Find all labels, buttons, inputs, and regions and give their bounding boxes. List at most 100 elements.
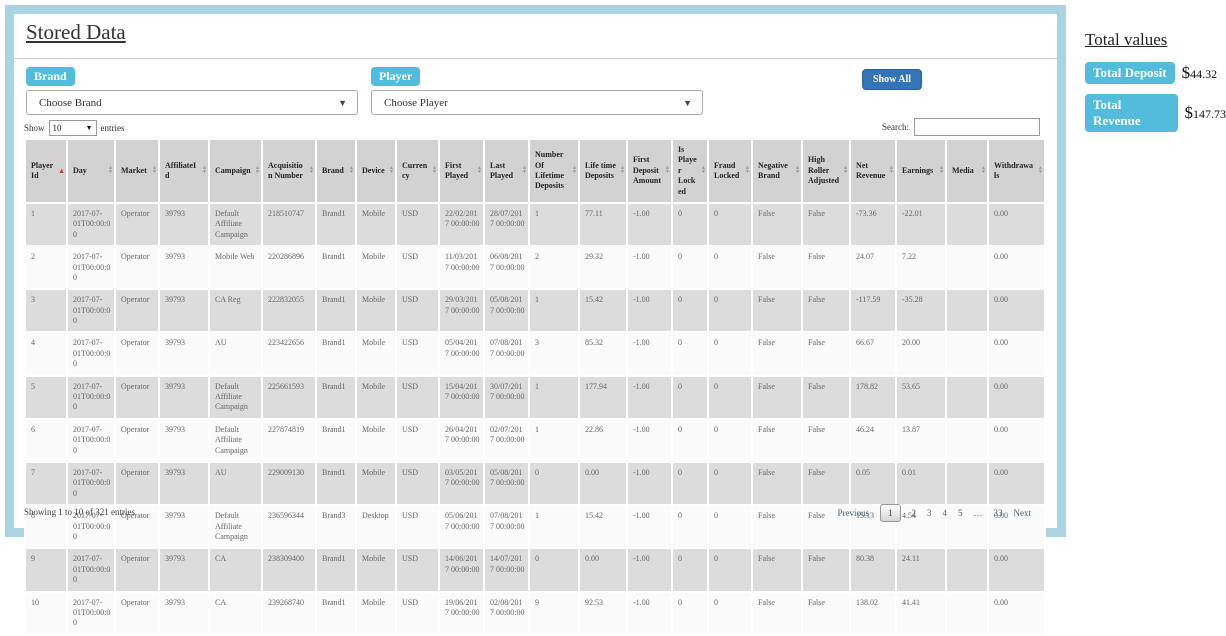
column-header-number-of-lifetime-deposits[interactable]: Number Of Lifetime Deposits▲▼: [529, 139, 579, 203]
table-cell: Brand1: [316, 419, 356, 462]
chevron-down-icon: ▼: [86, 124, 93, 132]
sort-both-icon: ▲▼: [522, 167, 527, 175]
column-header-is-player-locked[interactable]: Is Player Locked▲▼: [672, 139, 708, 203]
table-cell: 0.00: [579, 462, 627, 505]
column-header-earnings[interactable]: Earnings▲▼: [896, 139, 946, 203]
sort-both-icon: ▲▼: [889, 167, 894, 175]
column-header-affiliateid[interactable]: AffiliateId▲▼: [159, 139, 209, 203]
stored-data-table-wrap: Player Id▲Day▲▼Market▲▼AffiliateId▲▼Camp…: [24, 138, 1046, 636]
column-header-label: Device: [362, 166, 385, 175]
pagination-page-5[interactable]: 5: [958, 508, 963, 518]
pagination-page-1[interactable]: 1: [880, 504, 901, 522]
table-cell: 9: [25, 548, 67, 591]
table-cell: 0: [672, 505, 708, 548]
table-cell: USD: [396, 462, 439, 505]
pagination-page-3[interactable]: 3: [927, 508, 932, 518]
sort-both-icon: ▲▼: [981, 167, 986, 175]
column-header-day[interactable]: Day▲▼: [67, 139, 115, 203]
pagination-next[interactable]: Next: [1014, 508, 1032, 518]
pagination-ellipsis: …: [974, 508, 983, 518]
column-header-campaign[interactable]: Campaign▲▼: [209, 139, 262, 203]
table-cell: [946, 376, 988, 419]
table-cell: 0.01: [896, 462, 946, 505]
column-header-last-played[interactable]: Last Played▲▼: [484, 139, 529, 203]
search-input[interactable]: [914, 118, 1040, 136]
column-header-label: Net Revenue: [856, 161, 885, 180]
column-header-high-roller-adjusted[interactable]: High Roller Adjusted▲▼: [802, 139, 850, 203]
player-select-value: Choose Player: [384, 97, 448, 109]
table-cell: 220286896: [262, 246, 316, 289]
table-cell: -1.00: [627, 203, 672, 246]
total-revenue-value: $147.73: [1185, 103, 1226, 123]
table-cell: CA: [209, 592, 262, 635]
table-cell: 229009130: [262, 462, 316, 505]
table-cell: USD: [396, 289, 439, 332]
pagination-page-2[interactable]: 2: [912, 508, 917, 518]
column-header-negative-brand[interactable]: Negative Brand▲▼: [752, 139, 802, 203]
column-header-media[interactable]: Media▲▼: [946, 139, 988, 203]
table-cell: [946, 203, 988, 246]
table-cell: False: [802, 289, 850, 332]
column-header-currency[interactable]: Currency▲▼: [396, 139, 439, 203]
table-cell: 06/08/2017 00:00:00: [484, 246, 529, 289]
totals-title: Total values: [1085, 30, 1167, 50]
table-cell: False: [752, 246, 802, 289]
table-cell: Mobile: [356, 332, 396, 375]
column-header-fraud-locked[interactable]: Fraud Locked▲▼: [708, 139, 752, 203]
player-select[interactable]: Choose Player ▼: [371, 90, 703, 115]
table-cell: 85.32: [579, 332, 627, 375]
column-header-net-revenue[interactable]: Net Revenue ▲▼: [850, 139, 896, 203]
search-label: Search:: [882, 122, 909, 132]
table-cell: 39793: [159, 505, 209, 548]
column-header-device[interactable]: Device▲▼: [356, 139, 396, 203]
show-all-button[interactable]: Show All: [862, 69, 922, 90]
table-cell: 0: [529, 462, 579, 505]
brand-select[interactable]: Choose Brand ▼: [26, 90, 358, 115]
table-cell: -1.00: [627, 548, 672, 591]
table-cell: 1: [529, 376, 579, 419]
pagination-page-4[interactable]: 4: [943, 508, 948, 518]
column-header-label: Market: [121, 166, 147, 175]
column-header-first-played[interactable]: First Played▲▼: [439, 139, 484, 203]
column-header-label: High Roller Adjusted: [808, 155, 839, 185]
entries-count-select[interactable]: 10 ▼: [49, 120, 97, 136]
column-header-label: AffiliateId: [165, 161, 196, 180]
table-cell: Operator: [115, 592, 159, 635]
sort-both-icon: ▲▼: [108, 167, 113, 175]
table-cell: 0: [672, 376, 708, 419]
column-header-acquisition-number[interactable]: Acquisition Number▲▼: [262, 139, 316, 203]
table-cell: 05/04/2017 00:00:00: [439, 332, 484, 375]
table-cell: Mobile: [356, 419, 396, 462]
table-cell: 223422656: [262, 332, 316, 375]
table-cell: False: [752, 203, 802, 246]
pagination-previous[interactable]: Previous: [838, 508, 870, 518]
table-cell: 2017-07-01T00:00:00: [67, 592, 115, 635]
total-revenue-row: Total Revenue $147.73: [1085, 94, 1226, 132]
page-title: Stored Data: [26, 20, 126, 45]
table-cell: False: [752, 332, 802, 375]
table-cell: 19/06/2017 00:00:00: [439, 592, 484, 635]
table-cell: Operator: [115, 332, 159, 375]
column-header-label: Player Id: [31, 161, 53, 180]
column-header-market[interactable]: Market▲▼: [115, 139, 159, 203]
table-cell: 05/08/2017 00:00:00: [484, 462, 529, 505]
column-header-life-time-deposits[interactable]: Life time Deposits▲▼: [579, 139, 627, 203]
column-header-first-deposit-amount[interactable]: First Deposit Amount▲▼: [627, 139, 672, 203]
total-deposit-row: Total Deposit $44.32: [1085, 62, 1217, 84]
table-cell: False: [802, 548, 850, 591]
sort-both-icon: ▲▼: [349, 167, 354, 175]
column-header-player-id[interactable]: Player Id▲: [25, 139, 67, 203]
column-header-brand[interactable]: Brand▲▼: [316, 139, 356, 203]
table-cell: 0: [672, 203, 708, 246]
column-header-withdrawals[interactable]: Withdrawals▲▼: [988, 139, 1045, 203]
pagination-page-33[interactable]: 33: [994, 508, 1003, 518]
